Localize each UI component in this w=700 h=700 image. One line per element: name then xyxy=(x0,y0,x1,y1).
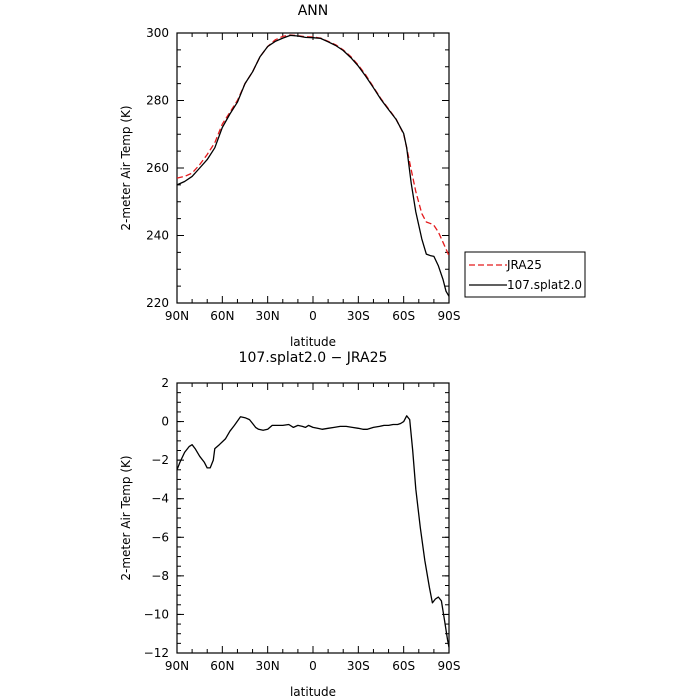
plot-frame xyxy=(176,32,450,304)
x-tick-label: 90N xyxy=(165,659,189,673)
temperature-panel: ANN 90N 60N 30N 0 30S 60S 90S 220 240 260 280 300 lat… xyxy=(119,3,460,349)
y-tick-label: 300 xyxy=(146,26,169,40)
x-tick-label: 60S xyxy=(392,309,415,323)
y-axis-label: 2-meter Air Temp (K) xyxy=(119,105,133,230)
difference-panel: 107.splat2.0 − JRA25 90N 60N 30N 0 30S 60S 90S −… xyxy=(119,350,460,699)
x-tick-label: 0 xyxy=(309,659,317,673)
series-line-jra25 xyxy=(176,34,450,257)
y-tick-label: 220 xyxy=(146,296,169,310)
y-tick-label: −8 xyxy=(151,569,169,583)
y-tick-label: −10 xyxy=(144,607,169,621)
x-tick-label: 0 xyxy=(309,309,317,323)
y-tick-label: −4 xyxy=(151,492,169,506)
x-tick-label: 30N xyxy=(256,659,280,673)
legend-box xyxy=(464,251,586,298)
series-line-0 xyxy=(176,415,450,648)
chart-title: ANN xyxy=(298,3,329,19)
x-tick-label: 30S xyxy=(347,659,370,673)
y-tick-label: 2 xyxy=(161,376,169,390)
x-tick-label: 30S xyxy=(347,309,370,323)
x-axis-label: latitude xyxy=(290,685,336,699)
y-axis-label: 2-meter Air Temp (K) xyxy=(119,455,133,580)
legend: JRA25 107.splat2.0 xyxy=(464,251,586,298)
x-tick-label: 30N xyxy=(256,309,280,323)
x-tick-label: 60N xyxy=(210,309,234,323)
x-tick-label: 90S xyxy=(438,659,461,673)
x-tick-label: 90N xyxy=(165,309,189,323)
y-tick-label: −12 xyxy=(144,646,169,660)
plot-frame xyxy=(176,382,450,654)
x-tick-label: 60N xyxy=(210,659,234,673)
legend-label: JRA25 xyxy=(506,258,542,272)
y-tick-label: −6 xyxy=(151,530,169,544)
x-tick-label: 60S xyxy=(392,659,415,673)
legend-label: 107.splat2.0 xyxy=(507,278,582,292)
y-tick-label: 240 xyxy=(146,229,169,243)
chart-title: 107.splat2.0 − JRA25 xyxy=(239,350,388,366)
y-tick-label: 260 xyxy=(146,161,169,175)
series-line-107-splat2-0 xyxy=(176,34,450,297)
y-tick-label: 280 xyxy=(146,94,169,108)
y-tick-label: −2 xyxy=(151,453,169,467)
y-tick-label: 0 xyxy=(161,415,169,429)
x-axis-label: latitude xyxy=(290,335,336,349)
x-tick-label: 90S xyxy=(438,309,461,323)
